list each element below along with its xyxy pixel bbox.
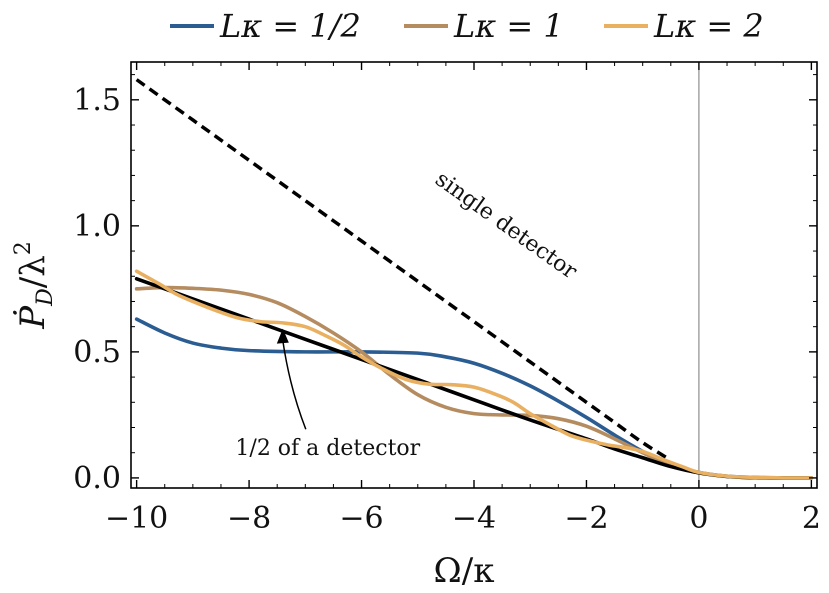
annotation-single-detector: single detector [430,167,581,285]
y-axis-label-sup: 2 [11,241,36,255]
y-tick-label: 0.5 [73,335,121,370]
series-line-l-2 [134,269,814,480]
plot-area [130,61,818,489]
annotation-arrow-head [276,328,289,344]
plot-frame [130,61,818,489]
axis-ticks: −10 −8 −6 −4 −2 0 2 0.0 0.5 1.0 1.5 [73,62,821,536]
legend-label: Lκ = 2 [653,7,764,45]
x-axis-label: Ω/κ [434,551,495,591]
y-tick-label: 1.0 [73,209,121,244]
x-tick-label: −10 [105,501,168,536]
x-tick-label: 0 [689,501,708,536]
x-tick-label: 2 [802,501,821,536]
x-tick-label: −4 [452,501,496,536]
y-axis-label-sub: D [33,288,58,307]
y-axis-label-slash: /λ [13,255,53,288]
annotation-arrow-shaft [282,340,307,430]
y-tick-label: 0.0 [73,461,121,496]
annotation-half-detector: 1/2 of a detector [235,436,420,461]
legend-label: Lκ = 1 [453,7,564,45]
y-axis-label-main: Ṗ [13,305,53,330]
series-line-single-detector [135,78,672,462]
x-tick-label: −8 [227,501,271,536]
y-tick-label: 1.5 [73,83,121,118]
legend-label: Lκ = 1/2 [219,7,361,45]
y-axis-label: ṖD/λ2 [11,241,58,330]
axis-labels: Ω/κ ṖD/λ2 [11,241,494,591]
legend: Lκ = 1/2 Lκ = 1 Lκ = 2 [170,7,764,45]
x-tick-label: −6 [339,501,383,536]
x-tick-label: −2 [564,501,608,536]
